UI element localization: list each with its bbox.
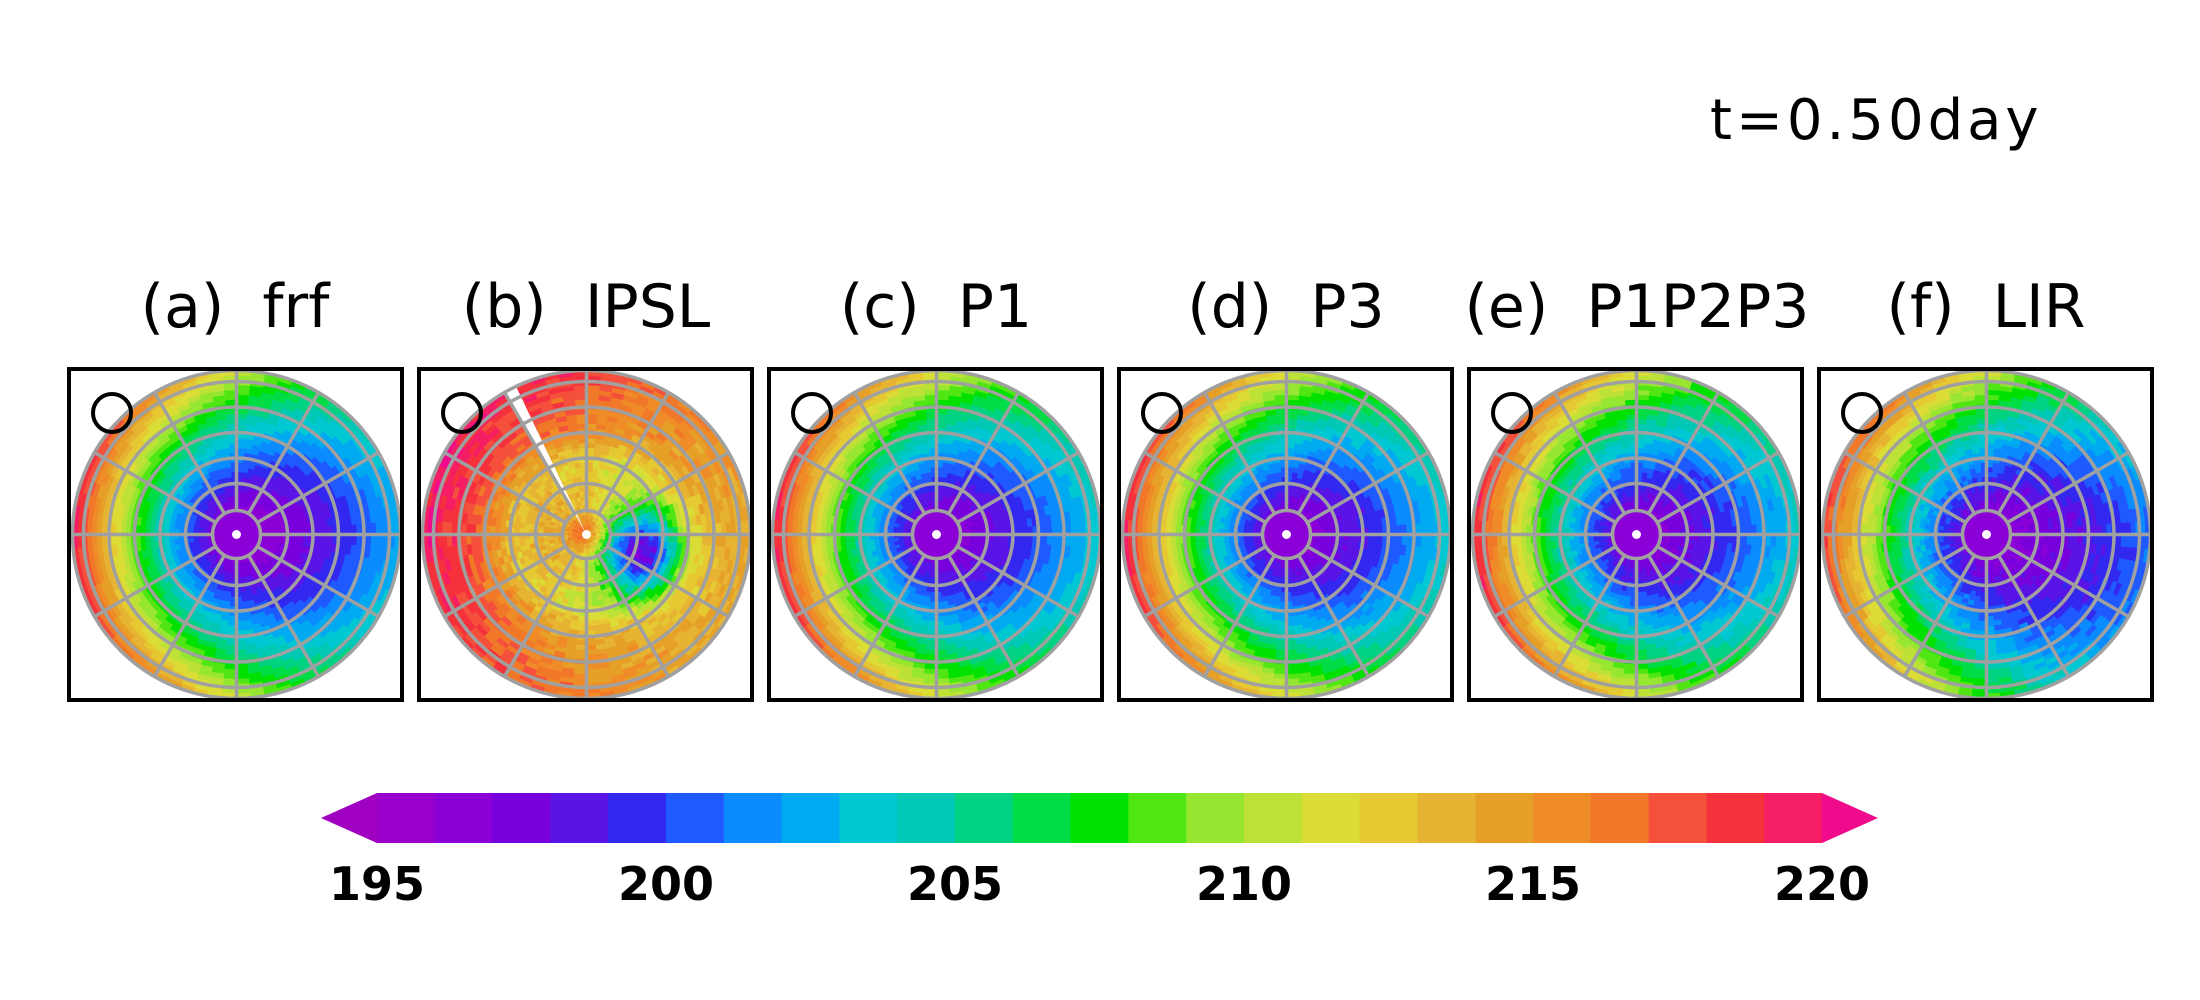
- panels-group: [67, 367, 2154, 702]
- panel-title-a: (a) frf: [140, 272, 330, 342]
- panel-title-e: (e) P1P2P3: [1464, 272, 1810, 342]
- meridian-line: [152, 554, 227, 678]
- pole-marker: [232, 530, 241, 539]
- meridian-line: [246, 391, 321, 515]
- panel-frame: [67, 367, 404, 702]
- panel-title-f: (f) LIR: [1886, 272, 2086, 342]
- meridian-line: [256, 544, 380, 619]
- pole-marker: [582, 530, 591, 539]
- panel-title-c: (c) P1: [839, 272, 1033, 342]
- panel-title-b: (b) IPSL: [461, 272, 711, 342]
- meridian-line: [93, 544, 217, 619]
- graticule: [70, 368, 403, 701]
- time-label: t=0.50day: [1710, 88, 2043, 153]
- polar-panel-b: [417, 367, 754, 702]
- polar-panel-c: [767, 367, 1104, 702]
- meridian-line: [152, 391, 227, 515]
- meridian-line: [246, 554, 321, 678]
- panel-title-d: (d) P3: [1187, 272, 1385, 342]
- meridian-line: [256, 450, 380, 525]
- polar-panel-a: [67, 367, 404, 702]
- site-marker-circle: [91, 392, 133, 434]
- meridian-line: [93, 450, 217, 525]
